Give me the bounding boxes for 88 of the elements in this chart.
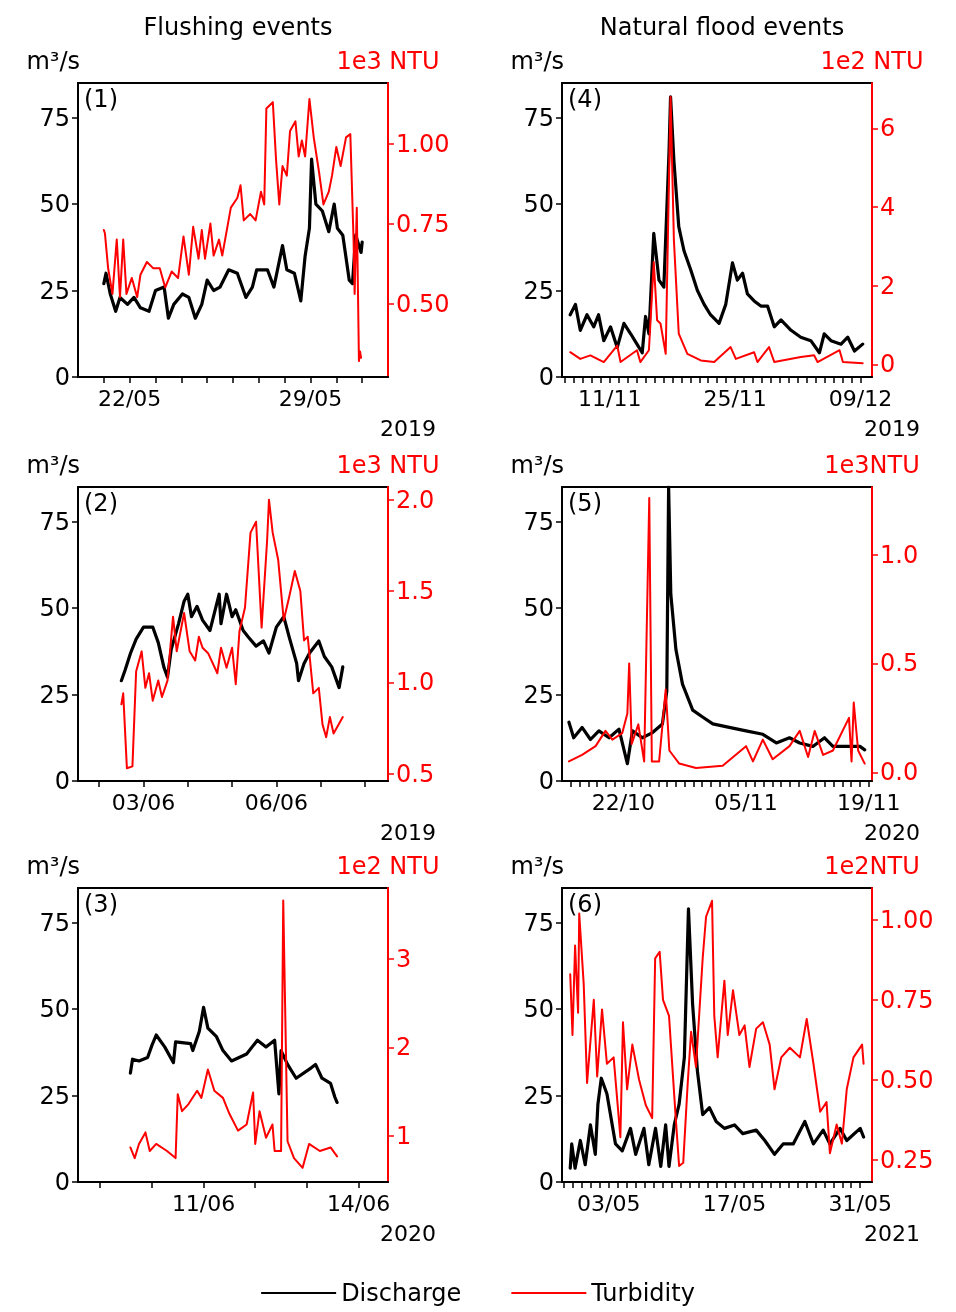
y2-tick-label: 1.00 xyxy=(880,905,934,934)
x-tick-label: 14/06 xyxy=(326,1190,391,1216)
y-tick-label: 25 xyxy=(523,276,554,305)
y-tick-label: 0 xyxy=(538,767,554,795)
y2-tick-label: 2 xyxy=(396,1033,412,1062)
y-tick-label: 0 xyxy=(538,363,554,391)
y-tick-label: 75 xyxy=(523,507,554,536)
y-tick-label: 0 xyxy=(54,363,70,391)
y2-tick-label: 0.5 xyxy=(396,759,435,788)
x-tick-label: 03/06 xyxy=(111,789,176,815)
y-axis-title: m³/s xyxy=(26,47,80,75)
x-tick-label: 17/05 xyxy=(702,1190,767,1216)
y2-axis-title: 1e3NTU xyxy=(824,451,920,479)
y-tick-label: 75 xyxy=(39,103,70,132)
annotation: (5) xyxy=(568,489,602,517)
x-tick-label: 03/05 xyxy=(577,1190,641,1216)
y-tick-label: 0 xyxy=(538,1168,554,1196)
x-axis-title: 2020 xyxy=(864,819,920,845)
y-axis-title: m³/s xyxy=(510,451,564,479)
y-tick-label: 0 xyxy=(54,1168,70,1196)
y-axis-title: m³/s xyxy=(26,852,80,880)
x-tick-label: 09/12 xyxy=(828,385,893,411)
y-tick-label: 25 xyxy=(39,276,70,305)
x-axis-title: 2020 xyxy=(380,1220,436,1246)
x-axis-title: 2021 xyxy=(864,1220,920,1246)
annotation: (4) xyxy=(568,85,602,113)
legend-label: Discharge xyxy=(341,1279,462,1307)
y-tick-label: 25 xyxy=(39,1081,70,1110)
y2-axis-title: 1e2NTU xyxy=(824,852,920,880)
y2-tick-label: 0.5 xyxy=(880,649,919,678)
y2-tick-label: 0.75 xyxy=(396,209,450,238)
y2-axis-title: 1e3 NTU xyxy=(336,451,440,479)
y-tick-label: 0 xyxy=(54,767,70,795)
x-axis-title: 2019 xyxy=(380,415,436,441)
annotation: (6) xyxy=(568,890,602,918)
y2-axis-title: 1e3 NTU xyxy=(336,47,440,75)
x-tick-label: 22/05 xyxy=(97,385,162,411)
y2-tick-label: 0.50 xyxy=(880,1065,934,1094)
x-tick-label: 06/06 xyxy=(244,789,309,815)
y-tick-label: 50 xyxy=(39,594,70,623)
x-tick-label: 25/11 xyxy=(703,385,767,411)
y-tick-label: 25 xyxy=(523,680,554,709)
y2-tick-label: 1 xyxy=(396,1121,412,1150)
x-tick-label: 11/11 xyxy=(578,385,642,411)
y2-tick-label: 0.25 xyxy=(880,1145,934,1174)
y-tick-label: 75 xyxy=(523,908,554,937)
y-tick-label: 50 xyxy=(523,190,554,219)
y2-tick-label: 1.00 xyxy=(396,129,450,158)
y2-tick-label: 1.0 xyxy=(880,540,919,569)
y2-tick-label: 3 xyxy=(396,944,412,973)
chart-title: Flushing events xyxy=(143,13,333,41)
y-tick-label: 75 xyxy=(39,908,70,937)
y-tick-label: 75 xyxy=(523,103,554,132)
x-tick-label: 29/05 xyxy=(278,385,343,411)
y-tick-label: 75 xyxy=(39,507,70,536)
annotation: (2) xyxy=(84,489,118,517)
y2-tick-label: 1.5 xyxy=(396,577,435,606)
annotation: (1) xyxy=(84,85,118,113)
y-tick-label: 50 xyxy=(39,190,70,219)
y2-tick-label: 0.50 xyxy=(396,289,450,318)
y2-tick-label: 0.0 xyxy=(880,758,919,787)
annotation: (3) xyxy=(84,890,118,918)
x-tick-label: 22/10 xyxy=(591,789,656,815)
y2-tick-label: 2.0 xyxy=(396,485,435,514)
y-tick-label: 50 xyxy=(523,594,554,623)
x-tick-label: 19/11 xyxy=(837,789,901,815)
y2-tick-label: 0.75 xyxy=(880,985,934,1014)
y2-axis-title: 1e2 NTU xyxy=(336,852,440,880)
y-tick-label: 50 xyxy=(523,995,554,1024)
y2-tick-label: 6 xyxy=(880,114,896,143)
legend-label: Turbidity xyxy=(590,1279,695,1307)
y-axis-title: m³/s xyxy=(510,47,564,75)
y-axis-title: m³/s xyxy=(510,852,564,880)
y2-axis-title: 1e2 NTU xyxy=(820,47,924,75)
x-axis-title: 2019 xyxy=(380,819,436,845)
y-axis-title: m³/s xyxy=(26,451,80,479)
y2-tick-label: 1.0 xyxy=(396,668,435,697)
y2-tick-label: 2 xyxy=(880,271,896,300)
x-tick-label: 11/06 xyxy=(171,1190,236,1216)
x-axis-title: 2019 xyxy=(864,415,920,441)
y-tick-label: 25 xyxy=(39,680,70,709)
y2-tick-label: 4 xyxy=(880,192,896,221)
x-tick-label: 31/05 xyxy=(828,1190,892,1216)
chart-title: Natural flood events xyxy=(599,13,845,41)
y-tick-label: 50 xyxy=(39,995,70,1024)
x-tick-label: 05/11 xyxy=(714,789,778,815)
y-tick-label: 25 xyxy=(523,1081,554,1110)
y2-tick-label: 0 xyxy=(880,350,896,379)
